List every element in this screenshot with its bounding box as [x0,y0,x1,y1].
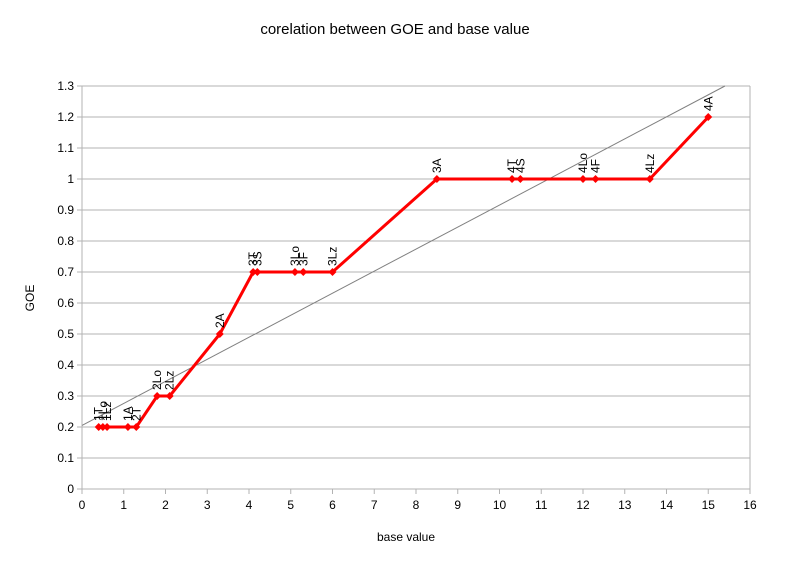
data-point [215,330,224,338]
grid [82,85,750,490]
y-tick-label: 0.3 [57,389,74,403]
y-tick-label: 0.4 [57,358,74,372]
y-tick-label: 0.5 [57,327,74,341]
y-tick-label: 1.3 [57,79,74,93]
y-tick-label: 1 [67,172,74,186]
x-tick-label: 11 [535,498,548,512]
x-tick-label: 16 [743,498,757,512]
trendline [81,85,726,426]
data-point [579,175,587,183]
data-label: 4T [505,158,519,173]
data-point [508,175,517,183]
data-point [249,268,258,276]
x-tick-label: 13 [618,498,632,512]
data-point [591,175,600,183]
x-tick-label: 12 [576,498,590,512]
data-point [645,175,654,183]
y-tick-label: 0.8 [57,234,74,248]
x-tick-label: 2 [162,498,169,512]
data-label: 2Lo [150,370,164,390]
data-point [704,113,713,121]
data-label: 3F [296,252,310,266]
data-label: 3Lz [326,247,340,266]
data-label: 3A [430,158,444,173]
data-label: 4A [701,96,715,111]
x-tick-label: 14 [660,498,674,512]
data-point [253,268,262,276]
data-point [165,392,174,400]
data-label: 3T [246,251,260,266]
x-tick-label: 7 [371,498,378,512]
data-point [516,175,525,183]
data-point [290,268,299,276]
x-tick-label: 0 [79,498,86,512]
data-point [328,268,337,276]
data-label: 1Lo [96,401,110,421]
data-label: 4F [589,159,603,173]
data-label: 2A [213,313,227,328]
x-tick-label: 3 [204,498,211,512]
y-tick-label: 0.6 [57,296,74,310]
x-tick-label: 4 [246,498,253,512]
data-point [123,423,132,431]
data-label: 3S [250,251,264,266]
x-tick-label: 15 [702,498,716,512]
data-point [98,423,107,431]
x-tick-label: 6 [329,498,336,512]
x-tick-label: 5 [287,498,294,512]
x-tick-label: 9 [454,498,461,512]
y-tick-label: 0.1 [57,451,74,465]
axes [77,85,751,494]
data-label: 1T [92,406,106,421]
data-point [103,423,112,431]
tick-labels: 0 0.1 0.2 0.3 0.4 0.5 0.6 0.7 0.8 0.9 1 1.1 1.2 1.3 0 1… [57,79,757,512]
y-tick-label: 1.1 [57,141,74,155]
data-point [432,175,441,183]
data-label: 3Lo [288,246,302,266]
y-tick-label: 0.9 [57,203,74,217]
data-label: 2Lz [163,371,177,390]
y-tick-label: 0 [67,482,74,496]
data-point [299,268,308,276]
data-label: 4S [513,158,527,173]
chart-title: corelation between GOE and base value [260,21,529,38]
y-axis-label: GOE [23,285,37,312]
y-tick-label: 1.2 [57,110,74,124]
x-tick-label: 1 [120,498,127,512]
data-label: 4Lo [576,153,590,173]
data-point [132,423,141,431]
data-label: 4Lz [643,154,657,173]
data-point [153,392,162,400]
x-tick-label: 10 [493,498,507,512]
x-axis-label: base value [377,530,435,544]
data-point [94,423,103,431]
trendline-segment [81,85,726,426]
data-label: 1Lz [100,402,114,421]
data-label: 1A [121,406,135,421]
data-label: 2T [129,406,143,421]
series-goe [94,113,713,431]
y-tick-label: 0.2 [57,420,74,434]
x-tick-label: 8 [413,498,420,512]
y-tick-label: 0.7 [57,265,74,279]
